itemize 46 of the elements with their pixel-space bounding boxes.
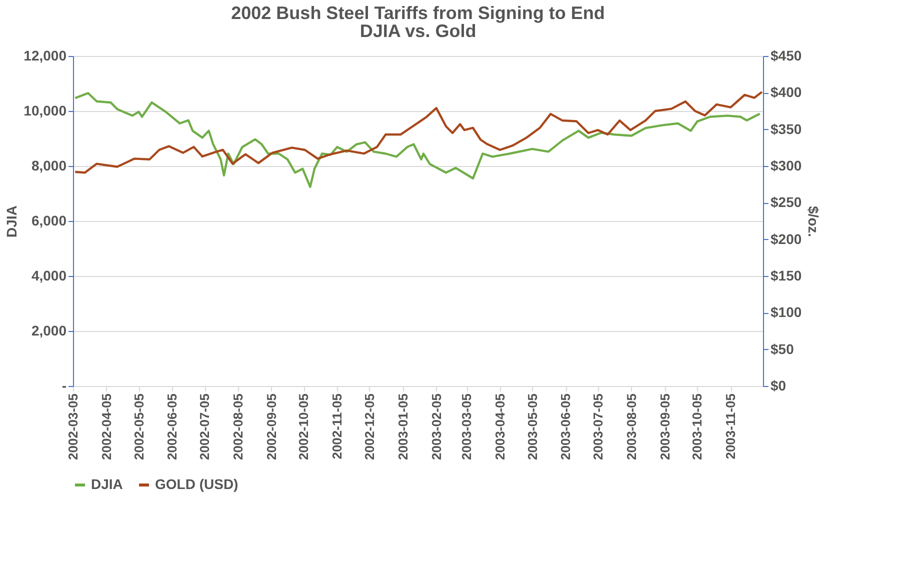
y2-tick-label: $150 bbox=[770, 268, 802, 284]
y2-tick-label: $400 bbox=[770, 84, 802, 100]
x-tick-label: 2002-05-05 bbox=[131, 394, 146, 460]
x-tick-label: 2003-04-05 bbox=[492, 394, 508, 460]
y2-tick-label: $0 bbox=[770, 378, 786, 394]
y-axis-title: DJIA bbox=[4, 206, 20, 238]
x-tick-label: 2002-03-05 bbox=[66, 394, 80, 460]
y2-tick-label: $350 bbox=[770, 120, 802, 137]
x-tick-label: 2003-08-05 bbox=[624, 394, 639, 460]
y-tick-label: 4,000 bbox=[31, 268, 67, 284]
y2-tick-label: $300 bbox=[770, 158, 802, 174]
x-tick-label: 2003-02-05 bbox=[428, 394, 444, 460]
x-tick-label: 2003-10-05 bbox=[690, 394, 705, 460]
x-tick-label: 2002-06-05 bbox=[164, 394, 180, 460]
x-tick-label: 2002-11-05 bbox=[330, 394, 345, 460]
y2-tick-label: $450 bbox=[770, 48, 802, 64]
x-tick-label: 2003-05-05 bbox=[524, 394, 540, 460]
y2-tick-label: $250 bbox=[770, 194, 802, 210]
x-tick-label: 2002-07-05 bbox=[197, 394, 212, 460]
legend-label: GOLD (USD) bbox=[155, 476, 238, 492]
y2-tick-label: $50 bbox=[770, 340, 794, 357]
y-tick-label: 2,000 bbox=[31, 322, 67, 338]
x-tick-label: 2003-03-05 bbox=[459, 394, 474, 460]
chart-title: 2002 Bush Steel Tariffs from Signing to End bbox=[231, 3, 605, 23]
y2-tick-label: $100 bbox=[770, 304, 802, 320]
x-tick-label: 2002-12-05 bbox=[362, 394, 377, 460]
x-tick-label: 2002-10-05 bbox=[296, 394, 312, 460]
legend-label: DJIA bbox=[91, 476, 123, 492]
x-tick-label: 2002-09-05 bbox=[264, 394, 279, 460]
x-tick-label: 2002-08-05 bbox=[230, 394, 246, 460]
y-tick-label: 12,000 bbox=[24, 48, 67, 64]
x-tick-label: 2003-07-05 bbox=[590, 394, 606, 460]
x-tick-label: 2003-06-05 bbox=[558, 394, 574, 460]
y-tick-label: - bbox=[62, 378, 67, 394]
x-tick-label: 2003-09-05 bbox=[657, 394, 672, 460]
y-tick-label: 8,000 bbox=[31, 158, 67, 174]
y2-axis-title: $/oz. bbox=[806, 206, 822, 238]
line-series bbox=[74, 90, 764, 174]
y2-tick-label: $200 bbox=[770, 230, 802, 247]
y-tick-label: 6,000 bbox=[31, 212, 67, 228]
y-tick-label: 10,000 bbox=[24, 102, 67, 118]
chart-subtitle: DJIA vs. Gold bbox=[360, 21, 476, 41]
x-tick-label: 2003-11-05 bbox=[723, 394, 738, 460]
x-tick-label: 2003-01-05 bbox=[395, 394, 410, 460]
line-series bbox=[74, 92, 761, 188]
x-tick-label: 2002-04-05 bbox=[98, 394, 114, 460]
